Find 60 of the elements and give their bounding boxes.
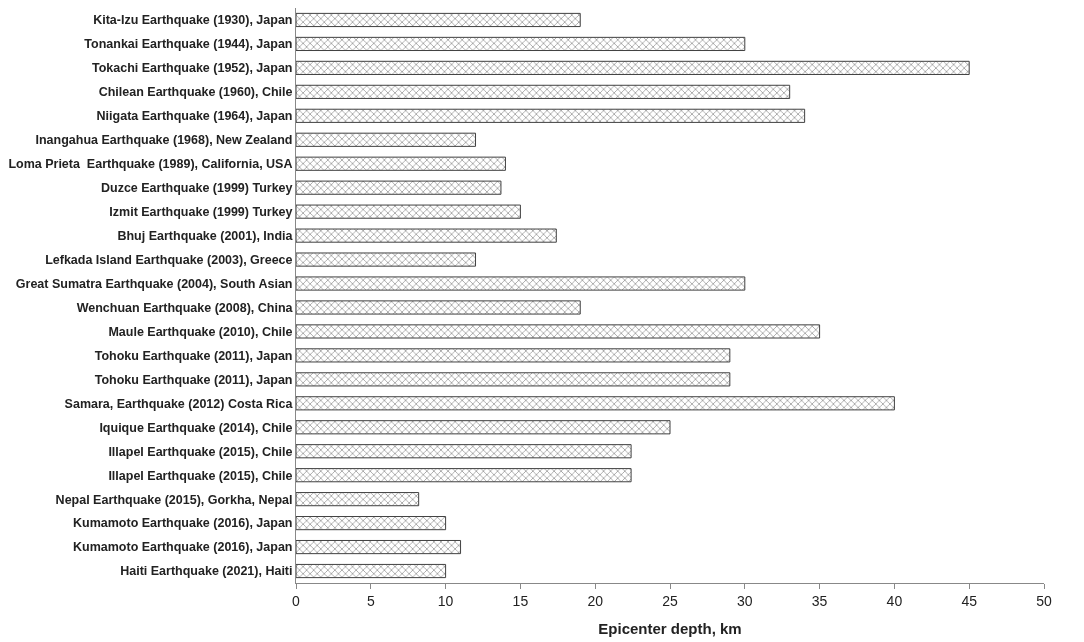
bar <box>296 132 477 147</box>
y-tick-label: Kumamoto Earthquake (2016), Japan <box>72 540 293 555</box>
y-tick-label: Tonankai Earthquake (1944), Japan <box>84 37 293 52</box>
y-tick-label: Tokachi Earthquake (1952), Japan <box>91 61 293 76</box>
y-tick-label: Iquique Earthquake (2014), Chile <box>99 420 293 435</box>
bar <box>296 204 521 219</box>
bar <box>296 300 581 315</box>
x-tick-label: 45 <box>961 592 978 609</box>
bar <box>296 276 746 291</box>
y-tick-label: Samara, Earthquake (2012) Costa Rica <box>64 396 294 411</box>
bar <box>296 492 420 507</box>
x-tick-label: 20 <box>587 592 604 609</box>
bar <box>296 36 746 52</box>
y-tick-label: Kumamoto Earthquake (2016), Japan <box>72 516 293 531</box>
bar <box>296 563 447 579</box>
bar <box>296 444 632 459</box>
y-tick-label: Haiti Earthquake (2021), Haiti <box>120 564 293 579</box>
bar <box>296 12 581 28</box>
x-tick-label: 25 <box>662 592 678 609</box>
bar <box>296 324 821 339</box>
y-tick-label: Niigata Earthquake (1964), Japan <box>96 109 293 124</box>
bar <box>296 539 462 555</box>
y-tick-label: Bhuj Earthquake (2001), India <box>117 228 294 243</box>
x-tick-label: 5 <box>366 592 375 609</box>
y-tick-label: Lefkada Island Earthquake (2003), Greece <box>45 252 293 267</box>
x-axis-title: Epicenter depth, km <box>598 619 742 637</box>
y-tick-label: Tohoku Earthquake (2011), Japan <box>94 348 293 363</box>
bar <box>296 228 557 243</box>
bar <box>296 420 671 435</box>
y-tick-label: Wenchuan Earthquake (2008), China <box>76 300 294 315</box>
x-tick-label: 10 <box>437 592 454 609</box>
x-tick-label: 50 <box>1036 592 1052 609</box>
y-tick-label: Illapel Earthquake (2015), Chile <box>108 468 293 483</box>
y-tick-label: Izmit Earthquake (1999) Turkey <box>109 205 293 220</box>
bar <box>296 468 632 483</box>
bar <box>296 516 447 531</box>
bar <box>296 180 502 195</box>
y-tick-label: Illapel Earthquake (2015), Chile <box>108 444 293 459</box>
bar <box>296 396 895 411</box>
x-tick-label: 30 <box>737 592 753 609</box>
bar <box>296 108 806 123</box>
x-tick-label: 40 <box>886 592 903 609</box>
x-tick-label: 0 <box>292 592 301 609</box>
y-tick-label: Tohoku Earthquake (2011), Japan <box>94 372 293 387</box>
x-tick-label: 15 <box>512 592 529 609</box>
bar <box>296 84 791 99</box>
x-tick-label: 35 <box>811 592 828 609</box>
y-tick-label: Kita-Izu Earthquake (1930), Japan <box>93 13 293 28</box>
y-tick-label: Duzce Earthquake (1999) Turkey <box>100 181 293 196</box>
bar <box>296 372 731 387</box>
bar <box>296 156 506 171</box>
y-tick-label: Inangahua Earthquake (1968), New Zealand <box>35 133 293 148</box>
bar <box>296 252 477 267</box>
y-tick-label: Maule Earthquake (2010), Chile <box>108 324 293 339</box>
bar <box>296 348 731 363</box>
y-tick-label: Loma Prieta Earthquake (1989), California, USA <box>8 157 293 172</box>
bar <box>296 60 970 75</box>
y-tick-label: Great Sumatra Earthquake (2004), South Asian <box>15 276 293 291</box>
y-tick-label: Chilean Earthquake (1960), Chile <box>98 85 293 100</box>
y-tick-label: Nepal Earthquake (2015), Gorkha, Nepal <box>55 492 293 507</box>
